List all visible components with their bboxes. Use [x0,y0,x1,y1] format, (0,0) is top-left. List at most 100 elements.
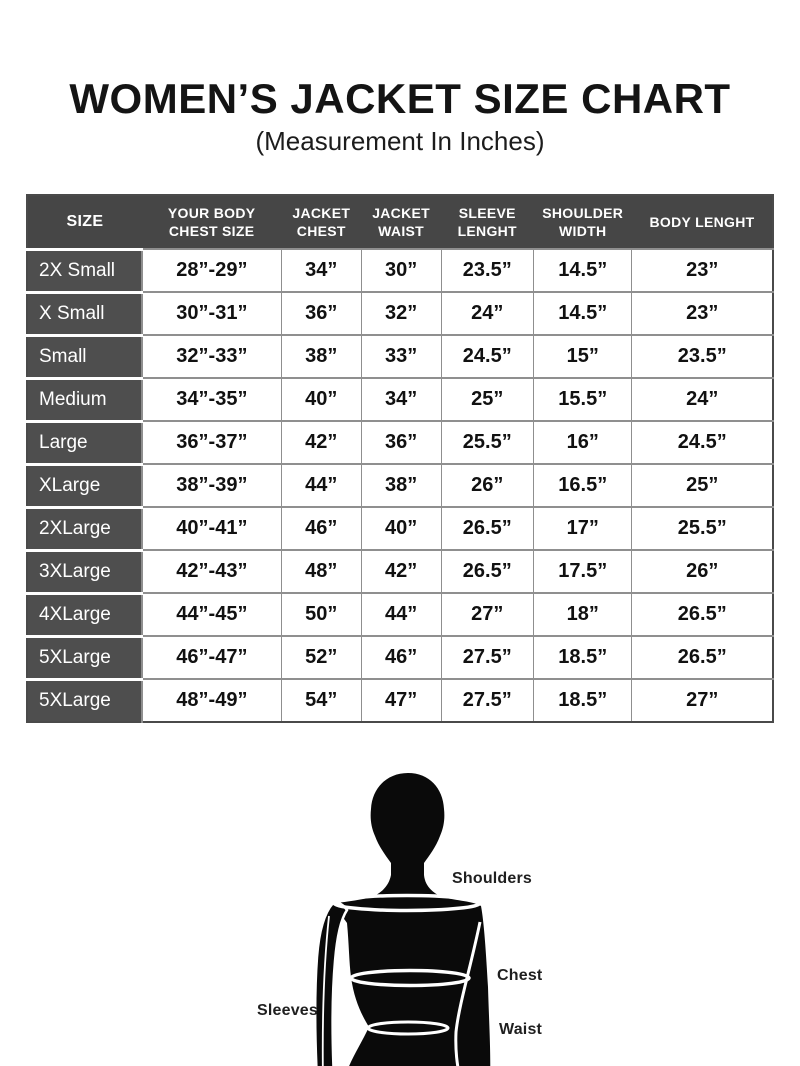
size-label-cell: 5XLarge [27,634,143,680]
silhouette-left-arm [313,901,349,1066]
measurement-cell: 28”-29” [141,248,282,293]
size-label-cell: 2XLarge [27,505,143,551]
measurement-cell: 23” [631,291,773,336]
measurement-cell: 44”-45” [141,592,282,637]
measurement-cell: 46”-47” [141,635,282,680]
table-row: 5XLarge 48”-49” 54” 47” 27.5” 18.5” 27” [27,677,773,723]
measurement-cell: 24” [440,291,534,336]
measurement-cell: 40” [280,377,362,422]
measurement-cell: 50” [280,592,362,637]
measurement-cell: 52” [280,635,362,680]
measurement-cell: 25” [631,463,773,508]
measurement-cell: 38” [280,334,362,379]
measurement-cell: 36” [360,420,441,465]
size-label-cell: 5XLarge [27,677,143,723]
table-row: X Small 30”-31” 36” 32” 24” 14.5” 23” [27,290,773,336]
measurement-cell: 18.5” [532,678,632,723]
measurement-cell: 17” [532,506,632,551]
table-row: Medium 34”-35” 40” 34” 25” 15.5” 24” [27,376,773,422]
measurement-cell: 16.5” [532,463,632,508]
measurement-cell: 34” [360,377,441,422]
measurement-cell: 26” [440,463,534,508]
measurement-cell: 26” [631,549,773,594]
size-label-cell: X Small [27,290,143,336]
size-label-cell: 2X Small [27,247,143,293]
size-label-cell: Medium [27,376,143,422]
measurement-cell: 34” [280,248,362,293]
measurement-cell: 47” [360,678,441,723]
table-row: Small 32”-33” 38” 33” 24.5” 15” 23.5” [27,333,773,379]
measurement-cell: 54” [280,678,362,723]
right-arm-separation-line [454,922,482,1066]
measurement-cell: 18.5” [532,635,632,680]
measurement-cell: 26.5” [631,635,773,680]
size-label-cell: Small [27,333,143,379]
measurement-cell: 25.5” [440,420,534,465]
column-header-col-jacket-chest: JACKET CHEST [281,195,362,250]
arm-crease-line [321,916,330,1066]
measurement-cell: 48”-49” [141,678,282,723]
measurement-cell: 23.5” [440,248,534,293]
table-row: 3XLarge 42”-43” 48” 42” 26.5” 17.5” 26” [27,548,773,594]
measurement-cell: 32”-33” [141,334,282,379]
measurement-cell: 44” [280,463,362,508]
measurement-cell: 25.5” [631,506,773,551]
measurement-cell: 34”-35” [141,377,282,422]
page-title: WOMEN’S JACKET SIZE CHART [69,75,731,122]
measurement-cell: 14.5” [532,291,632,336]
measurement-cell: 27.5” [440,678,534,723]
measurement-diagram: Shoulders Chest Sleeves Waist [0,762,800,1066]
measurement-cell: 17.5” [532,549,632,594]
measurement-cell: 48” [280,549,362,594]
measurement-cell: 44” [360,592,441,637]
measurement-cell: 15” [532,334,632,379]
measurement-cell: 42”-43” [141,549,282,594]
column-header-col-size: SIZE [27,195,142,250]
waist-measure-line [366,1020,450,1036]
measurement-cell: 27.5” [440,635,534,680]
label-sleeves: Sleeves [257,1002,319,1020]
measurement-cell: 25” [440,377,534,422]
column-header-col-sleeve-length: SLEEVE LENGHT [441,195,534,250]
measurement-cell: 23.5” [631,334,773,379]
chest-measure-line [349,969,471,988]
silhouette-torso [333,773,491,1066]
shoulder-measure-line [332,894,482,913]
column-header-col-body-chest-size: YOUR BODY CHEST SIZE [141,195,282,250]
table-header: SIZE YOUR BODY CHEST SIZE JACKET CHEST JACK… [27,195,773,250]
column-header-col-body-length: BODY LENGHT [631,195,773,250]
column-header-col-shoulder-width: SHOULDER WIDTH [533,195,632,250]
table-row: Large 36”-37” 42” 36” 25.5” 16” 24.5” [27,419,773,465]
table-row: 5XLarge 46”-47” 52” 46” 27.5” 18.5” 26.5” [27,634,773,680]
body-silhouette [313,773,491,1066]
measurement-cell: 26.5” [440,506,534,551]
measurement-cell: 38” [360,463,441,508]
measurement-cell: 30”-31” [141,291,282,336]
column-header-col-jacket-waist: JACKET WAIST [361,195,441,250]
measurement-cell: 14.5” [532,248,632,293]
label-waist: Waist [499,1021,543,1039]
table-row: 4XLarge 44”-45” 50” 44” 27” 18” 26.5” [27,591,773,637]
size-chart-table: SIZE YOUR BODY CHEST SIZE JACKET CHEST JACK… [26,194,774,724]
measurement-cell: 16” [532,420,632,465]
measurement-cell: 42” [280,420,362,465]
measurement-cell: 36” [280,291,362,336]
table-row: XLarge 38”-39” 44” 38” 26” 16.5” 25” [27,462,773,508]
measurement-cell: 33” [360,334,441,379]
measurement-cell: 23” [631,248,773,293]
measurement-cell: 24.5” [631,420,773,465]
measurement-cell: 46” [360,635,441,680]
label-shoulders: Shoulders [452,870,533,888]
measurement-cell: 24.5” [440,334,534,379]
measurement-cell: 18” [532,592,632,637]
measurement-cell: 26.5” [631,592,773,637]
measurement-cell: 30” [360,248,441,293]
page-subtitle: (Measurement In Inches) [255,126,545,157]
measurement-cell: 42” [360,549,441,594]
size-label-cell: Large [27,419,143,465]
measurement-cell: 27” [440,592,534,637]
measurement-cell: 32” [360,291,441,336]
size-label-cell: 3XLarge [27,548,143,594]
measurement-cell: 15.5” [532,377,632,422]
